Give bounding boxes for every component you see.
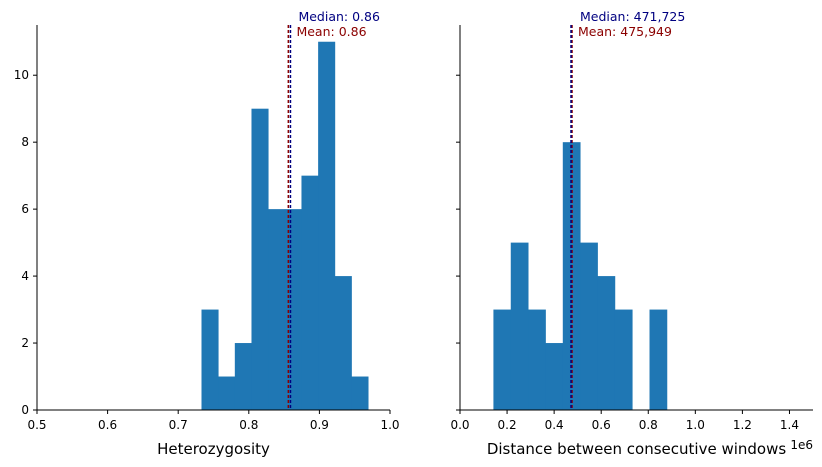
- x-tick-label: 1.0: [686, 418, 705, 432]
- y-tick-label: 0: [21, 403, 29, 417]
- x-tick-label: 0.6: [98, 418, 117, 432]
- x-tick-label: 1.2: [733, 418, 752, 432]
- y-tick-label: 4: [21, 269, 29, 283]
- histogram-bar: [268, 209, 286, 410]
- median-label: Median: 471,725: [580, 9, 685, 24]
- x-tick-label: 0.0: [450, 418, 469, 432]
- x-tick-label: 0.8: [239, 418, 258, 432]
- histogram-bar: [284, 209, 302, 410]
- histogram-bar: [545, 343, 564, 410]
- x-tick-label: 0.5: [27, 418, 46, 432]
- x-axis-offset-text: 1e6: [790, 438, 813, 452]
- histogram-bar: [614, 309, 633, 410]
- x-tick-label: 0.4: [545, 418, 564, 432]
- histogram-bar: [201, 309, 219, 410]
- histogram-bar: [251, 108, 269, 411]
- x-tick-label: 0.2: [498, 418, 517, 432]
- histogram-bar: [528, 309, 546, 410]
- mean-label: Mean: 475,949: [578, 24, 672, 39]
- x-axis-label: Heterozygosity: [157, 440, 270, 458]
- histogram-bar: [580, 242, 598, 410]
- x-tick-label: 1.0: [380, 418, 399, 432]
- y-tick-label: 10: [14, 68, 29, 82]
- histogram-bar: [649, 309, 668, 410]
- x-tick-label: 0.9: [310, 418, 329, 432]
- median-label: Median: 0.86: [298, 9, 380, 24]
- histogram-bar: [301, 175, 319, 410]
- histogram-bar: [218, 376, 236, 410]
- histogram-bar: [597, 276, 616, 410]
- x-tick-label: 0.7: [169, 418, 188, 432]
- mean-label: Mean: 0.86: [296, 24, 366, 39]
- y-tick-label: 6: [21, 202, 29, 216]
- histogram-bar: [334, 276, 352, 410]
- histogram-bar: [510, 242, 529, 410]
- histogram-bar: [318, 41, 336, 410]
- histogram-bar: [351, 376, 369, 410]
- histogram-bar: [234, 343, 252, 410]
- x-tick-label: 1.4: [780, 418, 799, 432]
- distance-histogram: 0.0 0.2 0.4 0.6 0.8 1.0 1.2 1.4 Distance between…: [450, 9, 813, 458]
- x-axis-label: Distance between consecutive windows: [487, 440, 787, 458]
- x-tick-label: 0.8: [639, 418, 658, 432]
- histogram-bar: [493, 309, 512, 410]
- heterozygosity-histogram: 0.5 0.6 0.7 0.8 0.9 1.0 0 2 4 6 8 10 Heterozygosity M…: [14, 9, 400, 458]
- y-tick-label: 8: [21, 135, 29, 149]
- x-tick-label: 0.6: [592, 418, 611, 432]
- y-tick-label: 2: [21, 336, 29, 350]
